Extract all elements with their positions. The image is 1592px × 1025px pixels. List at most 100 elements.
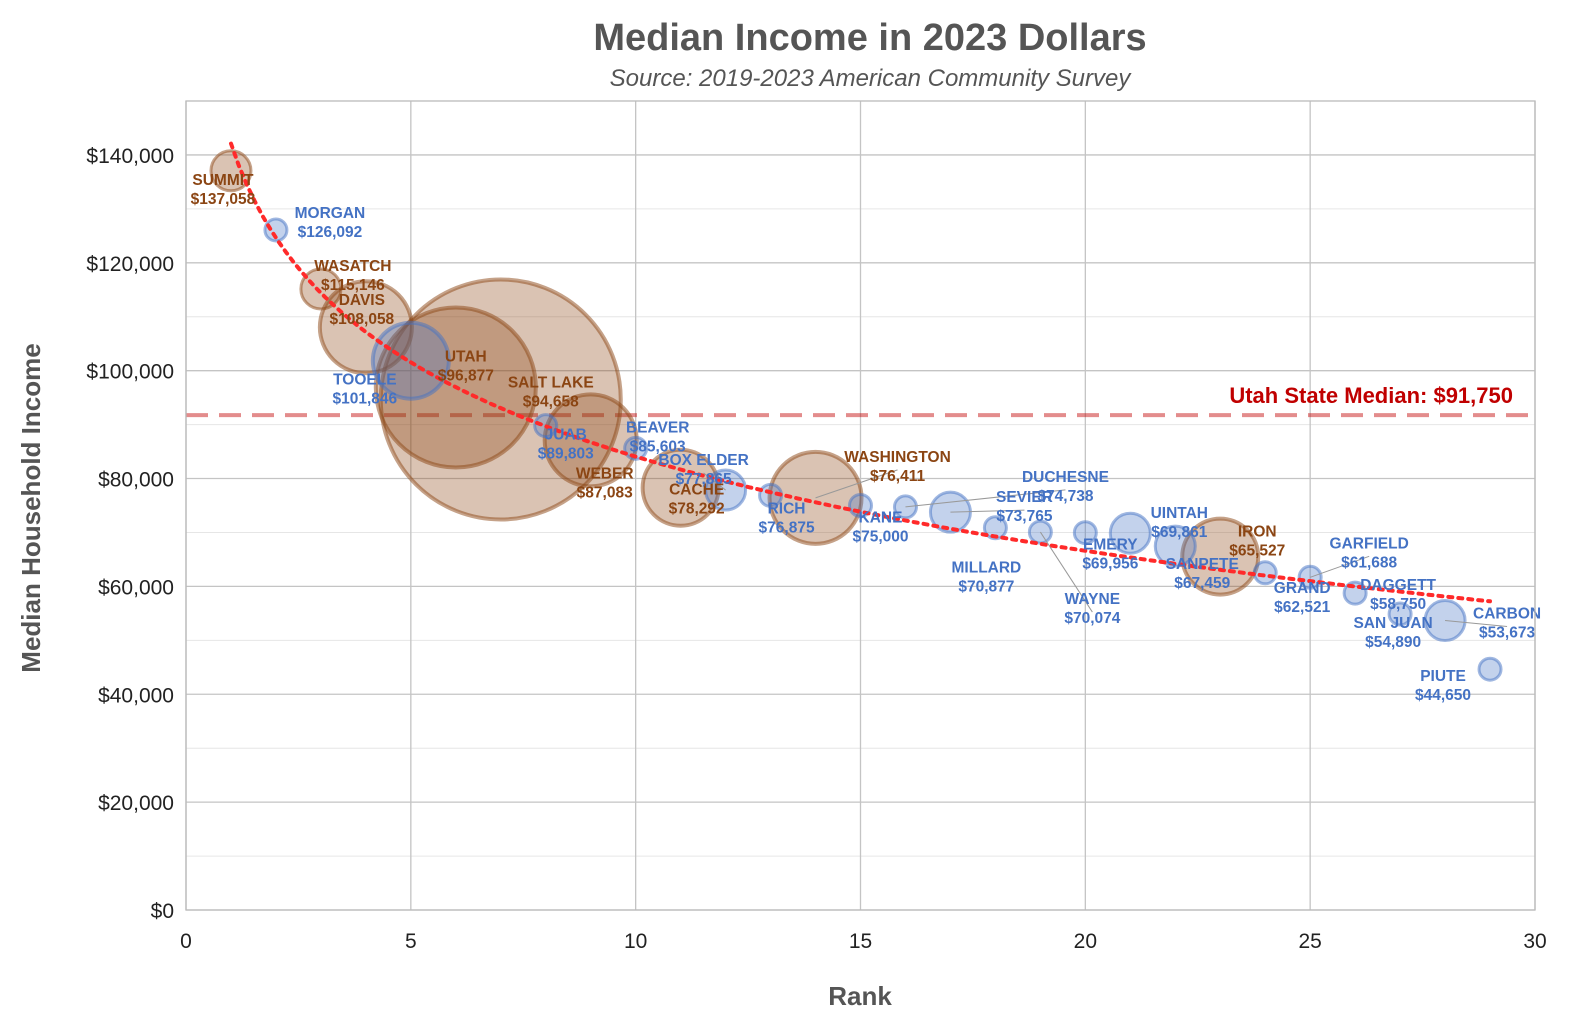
x-tick-label: 15 — [849, 930, 872, 953]
bubble-summit — [209, 149, 253, 193]
bubble-weber — [542, 392, 639, 489]
label-county-grand: GRAND — [1274, 580, 1331, 597]
trend-line — [229, 141, 1492, 604]
leader-line-box-elder — [703, 472, 726, 491]
label-value-tooele: $101,846 — [333, 391, 398, 408]
point-labels: SUMMIT $137,058 MORGAN $126,092 WASATCH $115,… — [191, 172, 1541, 704]
x-axis-label: Rank — [828, 981, 892, 1011]
x-tick-label: 0 — [180, 930, 192, 953]
label-value-san-juan: $54,890 — [1365, 634, 1421, 651]
label-county-davis: DAVIS — [339, 292, 385, 309]
bubble-beaver — [623, 435, 649, 461]
label-county-millard: MILLARD — [952, 560, 1022, 577]
bubble-cache — [640, 447, 721, 528]
label-value-piute: $44,650 — [1415, 687, 1471, 704]
label-value-utah: $96,877 — [438, 368, 494, 385]
bubble-wasatch — [299, 267, 343, 311]
label-county-kane: KANE — [859, 510, 903, 527]
label-value-box-elder: $77,865 — [676, 471, 732, 488]
label-county-utah: UTAH — [445, 349, 487, 366]
plot-frame — [185, 100, 1536, 911]
leader-line-garfield — [1309, 555, 1370, 578]
label-county-weber: WEBER — [576, 465, 634, 482]
label-county-emery: EMERY — [1083, 537, 1138, 554]
label-value-summit: $137,058 — [191, 191, 256, 208]
label-county-salt-lake: SALT LAKE — [508, 374, 594, 391]
y-tick-label: $140,000 — [86, 145, 174, 168]
y-tick-label: $20,000 — [98, 792, 174, 815]
y-tick-label: $0 — [151, 900, 174, 923]
chart-title: Median Income in 2023 Dollars — [593, 17, 1146, 59]
label-value-duchesne: $74,738 — [1037, 488, 1093, 505]
bubble-uintah — [1108, 511, 1152, 555]
label-county-wasatch: WASATCH — [314, 258, 391, 275]
label-county-summit: SUMMIT — [192, 172, 254, 189]
axes: 0 5 10 15 20 25 30 $0 $20,000 $40,000 $60,000 $80,0… — [86, 100, 1547, 953]
label-county-daggett: DAGGETT — [1360, 577, 1436, 594]
leader-line-carbon — [1445, 620, 1508, 628]
label-value-juab: $89,803 — [538, 446, 594, 463]
label-value-washington: $76,411 — [870, 468, 926, 485]
label-value-kane: $75,000 — [852, 529, 908, 546]
x-tick-label: 20 — [1074, 930, 1097, 953]
bubble-millard — [982, 515, 1008, 541]
label-value-weber: $87,083 — [577, 484, 633, 501]
leader-line-washington — [815, 469, 898, 499]
label-county-wayne: WAYNE — [1065, 591, 1120, 608]
label-value-morgan: $126,092 — [298, 224, 363, 241]
state-median-label: Utah State Median: $91,750 — [1229, 383, 1513, 408]
label-value-beaver: $85,603 — [630, 438, 686, 455]
bubble-iron — [1180, 516, 1261, 597]
label-value-iron: $65,527 — [1229, 543, 1285, 560]
label-county-sevier: SEVIER — [996, 489, 1053, 506]
label-value-carbon: $53,673 — [1479, 625, 1535, 642]
x-tick-label: 10 — [624, 930, 647, 953]
label-county-san-juan: SAN JUAN — [1353, 615, 1432, 632]
label-value-garfield: $61,688 — [1341, 554, 1397, 571]
label-value-daggett: $58,750 — [1370, 596, 1426, 613]
bubble-morgan — [263, 217, 289, 243]
x-tick-label: 25 — [1298, 930, 1321, 953]
label-county-duchesne: DUCHESNE — [1022, 469, 1109, 486]
label-county-cache: CACHE — [669, 482, 724, 499]
label-county-sanpete: SANPETE — [1166, 556, 1239, 573]
label-value-wasatch: $115,146 — [321, 277, 385, 294]
y-tick-label: $100,000 — [86, 361, 174, 384]
label-value-davis: $108,058 — [330, 311, 395, 328]
label-value-rich: $76,875 — [759, 519, 815, 536]
trend-layer — [229, 141, 1492, 604]
label-value-sevier: $73,765 — [996, 508, 1052, 525]
label-value-grand: $62,521 — [1274, 599, 1330, 616]
label-county-rich: RICH — [768, 500, 806, 517]
label-value-uintah: $69,861 — [1151, 524, 1207, 541]
y-tick-label: $120,000 — [86, 253, 174, 276]
label-county-garfield: GARFIELD — [1330, 535, 1409, 552]
label-county-juab: JUAB — [545, 427, 587, 444]
reference-line-group: Utah State Median: $91,750 — [186, 383, 1535, 418]
bubble-sanpete — [1153, 524, 1197, 568]
label-county-iron: IRON — [1238, 524, 1277, 541]
bubble-piute — [1477, 656, 1503, 682]
y-tick-label: $60,000 — [98, 576, 174, 599]
label-county-washington: WASHINGTON — [844, 449, 951, 466]
label-county-carbon: CARBON — [1473, 606, 1541, 623]
label-value-salt-lake: $94,658 — [523, 393, 579, 410]
label-value-wayne: $70,074 — [1064, 610, 1120, 627]
label-county-box-elder: BOX ELDER — [658, 452, 748, 469]
bubble-san-juan — [1387, 601, 1413, 627]
label-county-uintah: UINTAH — [1151, 505, 1208, 522]
x-tick-label: 30 — [1523, 930, 1546, 953]
label-value-emery: $69,956 — [1082, 556, 1138, 573]
label-value-millard: $70,877 — [958, 579, 1014, 596]
label-value-sanpete: $67,459 — [1174, 575, 1230, 592]
bubble-emery — [1072, 520, 1098, 546]
leader-line-wayne — [1039, 531, 1093, 613]
y-tick-label: $40,000 — [98, 684, 174, 707]
leader-lines — [703, 469, 1508, 628]
chart-subtitle: Source: 2019-2023 American Community Sur… — [610, 65, 1133, 92]
label-county-tooele: TOOELE — [333, 372, 396, 389]
y-axis-label: Median Household Income — [16, 343, 46, 672]
leader-line-duchesne — [905, 489, 1066, 508]
